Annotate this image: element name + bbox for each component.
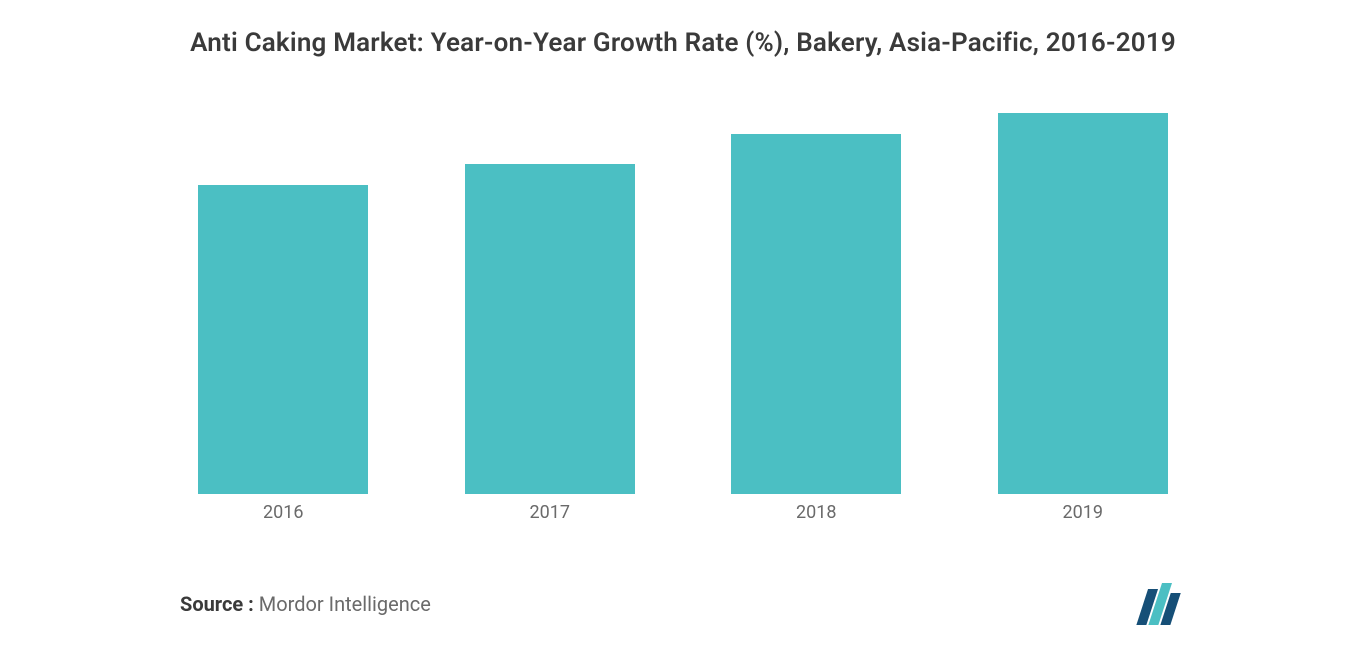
logo-icon <box>1136 583 1206 625</box>
source-label: Source : <box>180 592 254 616</box>
bar-slot-2018 <box>703 82 930 494</box>
plot-area: 2016 2017 2018 2019 <box>40 82 1326 523</box>
chart-container: Anti Caking Market: Year-on-Year Growth … <box>0 0 1366 655</box>
x-label-0: 2016 <box>170 502 397 523</box>
bar-slot-2017 <box>437 82 664 494</box>
bars-row <box>140 82 1226 494</box>
chart-footer: Source : Mordor Intelligence <box>40 583 1326 625</box>
chart-title: Anti Caking Market: Year-on-Year Growth … <box>40 28 1326 58</box>
bar-2017 <box>465 164 635 494</box>
x-label-3: 2019 <box>970 502 1197 523</box>
bar-2019 <box>998 113 1168 494</box>
x-label-2: 2018 <box>703 502 930 523</box>
x-label-1: 2017 <box>437 502 664 523</box>
bar-2018 <box>731 134 901 495</box>
bar-slot-2019 <box>970 82 1197 494</box>
source-line: Source : Mordor Intelligence <box>180 592 431 616</box>
x-labels-row: 2016 2017 2018 2019 <box>140 494 1226 523</box>
source-value: Mordor Intelligence <box>259 592 431 616</box>
brand-logo <box>1136 583 1206 625</box>
bar-slot-2016 <box>170 82 397 494</box>
bar-2016 <box>198 185 368 494</box>
